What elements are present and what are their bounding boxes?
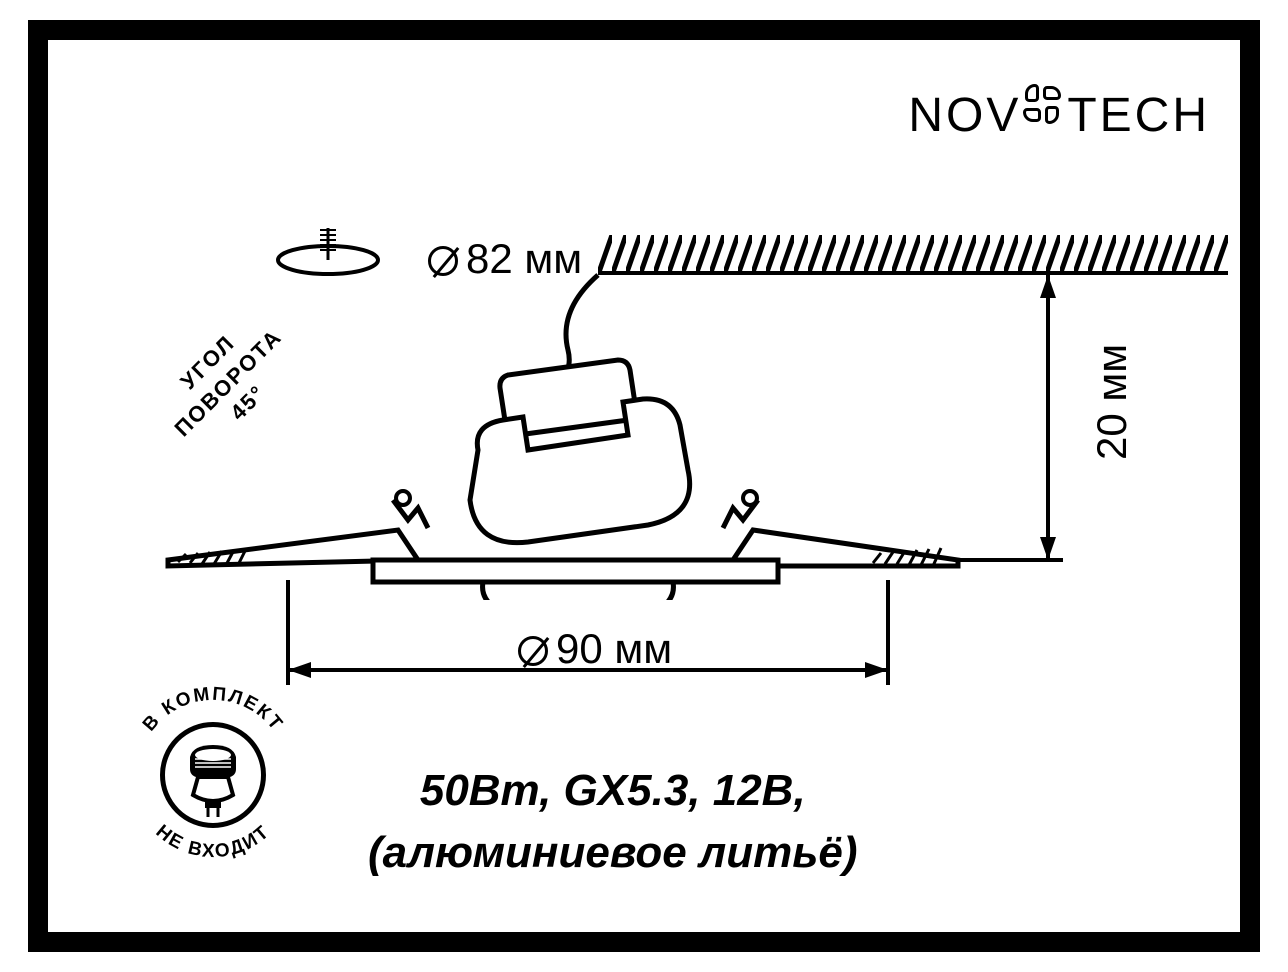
outer-diameter-label: 90 мм <box>518 625 672 673</box>
depth-label: 20 мм <box>1088 344 1136 460</box>
badge-ring <box>160 722 266 828</box>
diagram-frame: NOV TECH 82 мм УГОЛ ПОВОРОТА 45° <box>28 20 1260 952</box>
ceiling-hatch <box>598 235 1228 275</box>
bulb-icon <box>165 727 261 823</box>
not-included-badge: В КОМПЛЕКТ НЕ ВХОДИТ <box>108 670 318 880</box>
depth-dimension <box>958 270 1078 570</box>
diameter-icon <box>518 636 548 666</box>
page: NOV TECH 82 мм УГОЛ ПОВОРОТА 45° <box>0 0 1288 972</box>
specs-text: 50Вт, GX5.3, 12В, (алюминиевое литьё) <box>368 760 858 883</box>
brand-petals-icon <box>1019 80 1069 150</box>
brand-right: TECH <box>1067 88 1210 143</box>
brand-logo: NOV TECH <box>908 80 1210 150</box>
brand-left: NOV <box>908 88 1021 143</box>
lamp-cross-section <box>128 270 968 600</box>
